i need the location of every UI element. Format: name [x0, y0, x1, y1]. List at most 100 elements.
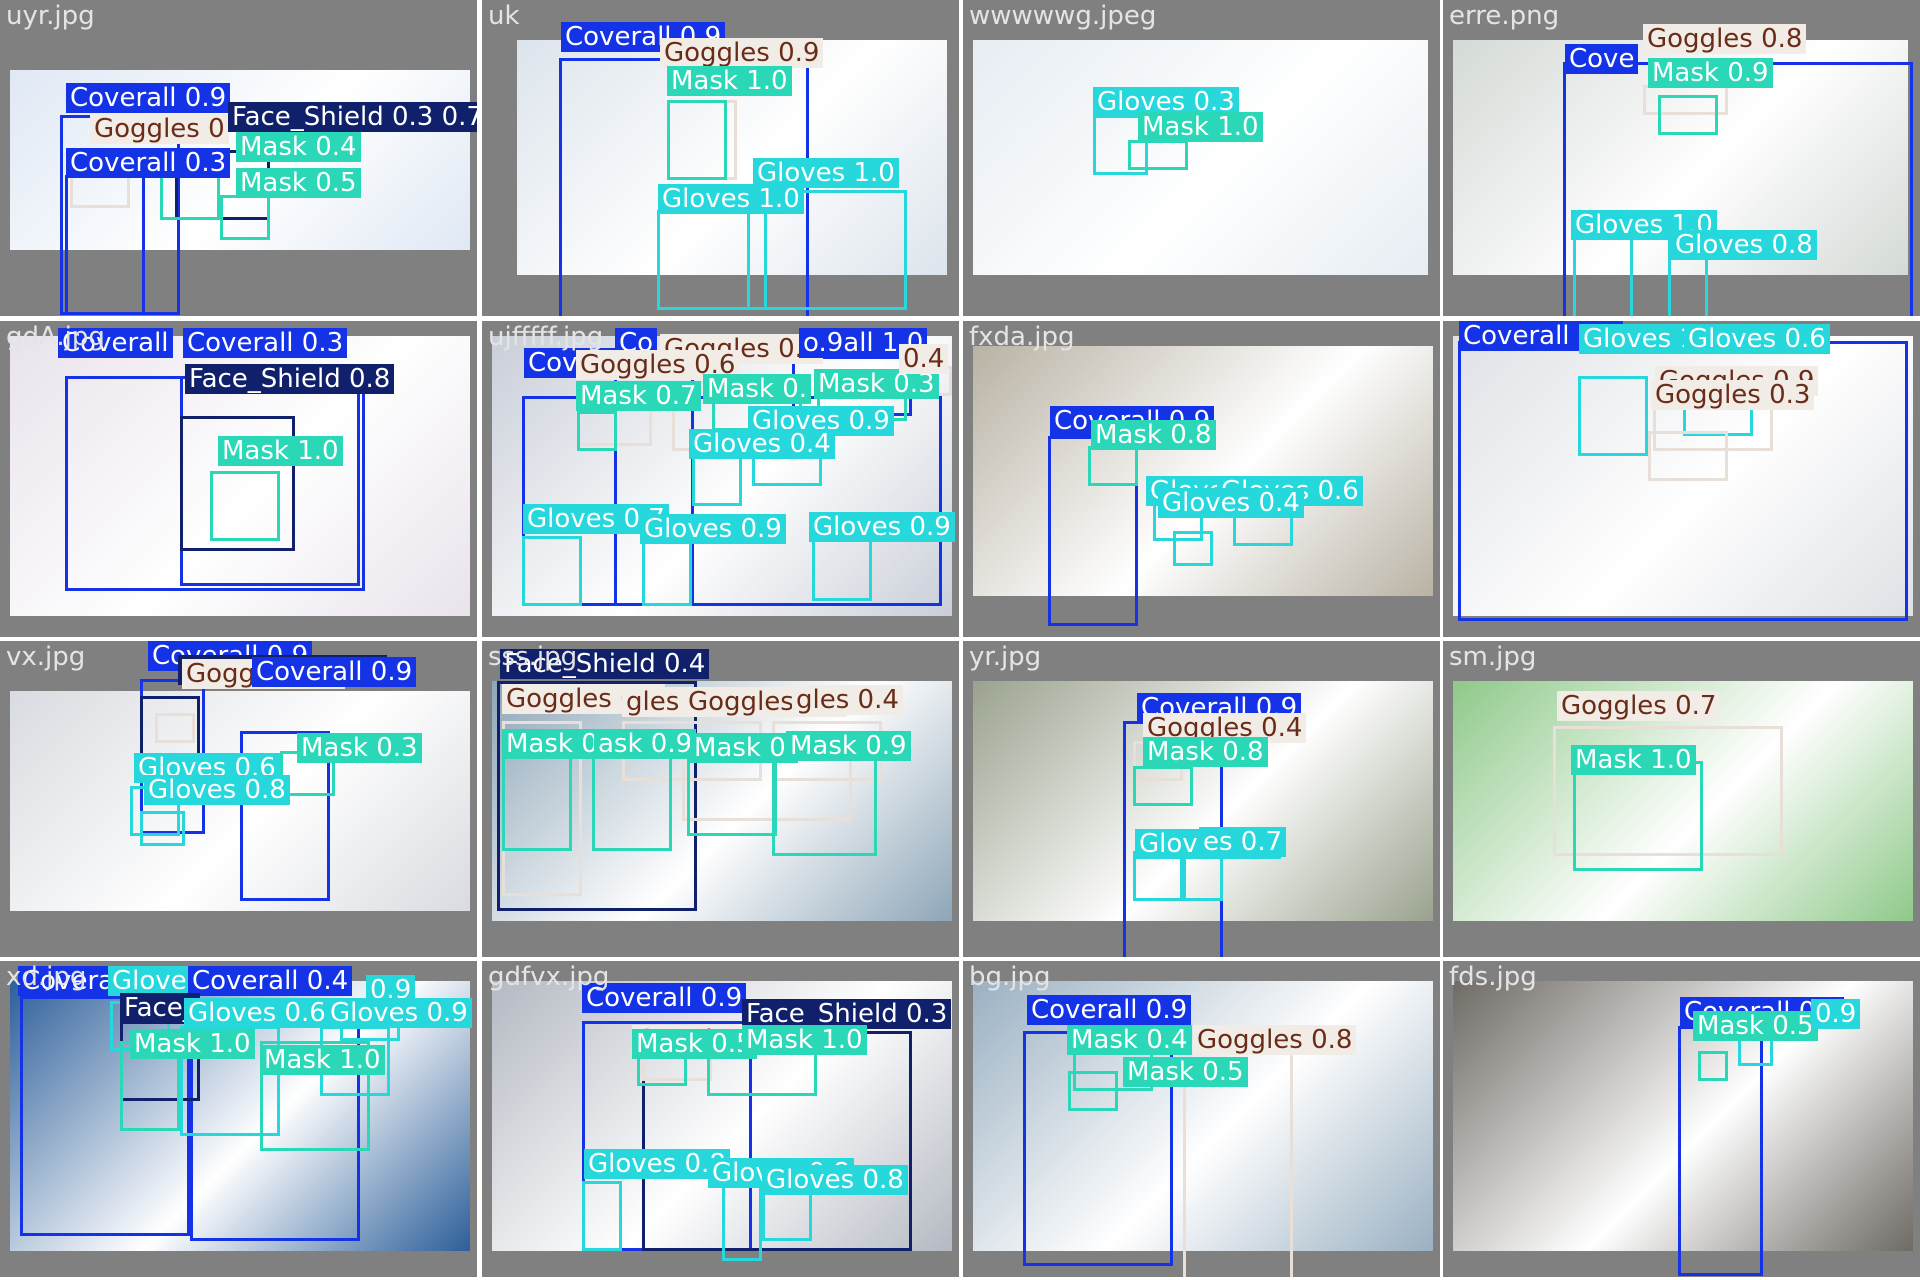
tile-filename: wwwwwg.jpeg	[969, 1, 1157, 31]
detection-label: Mask 0.9	[1648, 58, 1773, 88]
detection-box	[1648, 431, 1728, 481]
detection-label: Coverall 0.4	[188, 966, 353, 996]
detection-box	[667, 100, 727, 180]
result-tile: bg.jpg Coverall 0.9 Mask 0.4 Goggles 0.8 Mas…	[963, 961, 1440, 1277]
detection-box	[1578, 376, 1648, 456]
detection-box	[722, 1181, 762, 1261]
detection-box	[220, 195, 270, 240]
result-tile: sss.jpg Face_Shield 0.4 Goggles 0.7 gles 0.…	[482, 641, 959, 957]
detection-label: Mask 0.8	[1143, 737, 1268, 767]
detection-label: Gloves 0.6	[184, 998, 330, 1028]
detection-label: es 0.7	[1199, 827, 1287, 857]
detection-label: Gloves 0.6	[1684, 324, 1830, 354]
detection-label: Mask 1.0	[218, 436, 343, 466]
detection-label: Goggles 0.7	[1557, 691, 1721, 721]
detection-label: Gloves 1.0	[753, 158, 899, 188]
result-tile: wwwwwg.jpeg Gloves 0.3 Mask 1.0	[963, 0, 1440, 316]
detection-label: Coverall 0.9	[1027, 995, 1192, 1025]
tile-photo	[1453, 681, 1913, 921]
detection-label: Cove	[1565, 44, 1639, 74]
detection-box	[260, 1041, 370, 1151]
detection-label: Gloves 1.0	[658, 184, 804, 214]
detection-label: Mask 0.8	[1091, 420, 1216, 450]
detection-box	[657, 210, 767, 310]
tile-filename: uyr.jpg	[6, 1, 95, 31]
detection-label: Mask 1.0	[742, 1025, 867, 1055]
detection-box	[687, 756, 777, 836]
tile-filename: vx.jpg	[6, 642, 86, 672]
detection-label: Mask 0.5	[1693, 1011, 1818, 1041]
detection-box	[1658, 95, 1718, 135]
tile-filename: sm.jpg	[1449, 642, 1537, 672]
result-tile: yr.jpg Coverall 0.9 Goggles 0.4 Mask 0.8 Glo…	[963, 641, 1440, 957]
detection-box	[155, 713, 195, 743]
tile-filename: erre.png	[1449, 1, 1560, 31]
tile-filename: fxda.jpg	[969, 322, 1075, 352]
detection-label: Mask 1.0	[130, 1029, 255, 1059]
detection-box	[592, 751, 672, 851]
result-tile: Coverall 0.8 Gloves 1.0 Gloves 0.6 Goggles …	[1443, 321, 1920, 637]
detection-box	[210, 471, 280, 541]
detection-label: Mask 0.4	[236, 132, 361, 162]
detection-label: Mask 0.3	[297, 733, 422, 763]
detection-label: Coverall 0.3	[66, 148, 231, 178]
detection-label: 0.9	[1811, 999, 1861, 1029]
detection-box	[180, 416, 295, 551]
detection-label: Gloves 0.8	[762, 1165, 908, 1195]
detection-box	[522, 536, 582, 606]
detection-box	[502, 751, 572, 851]
detection-label: Mask 0.	[690, 733, 799, 763]
detection-label: Face_Shield 0.4	[500, 649, 710, 679]
tile-photo	[973, 40, 1428, 275]
detection-label: Face_Shield 0.3	[742, 999, 952, 1029]
detection-label: Gloves 0.8	[144, 775, 290, 805]
detection-label: Gloves 0.4	[1158, 488, 1304, 518]
detection-label: Coverall 0.3	[183, 328, 348, 358]
detection-label: Mask 0.7	[576, 381, 701, 411]
detection-box	[692, 451, 742, 506]
detection-label: Mask 0.9	[786, 731, 911, 761]
detection-box	[1553, 726, 1783, 856]
tile-filename: xd.jpg	[6, 962, 87, 992]
result-tile: erre.png Cove Goggles 0.8 Mask 0.9 Gloves 1.…	[1443, 0, 1920, 316]
detection-label: gles 0.4	[792, 685, 903, 715]
detection-label: Mask 0.5	[1123, 1057, 1248, 1087]
detection-label: Gloves 0.9	[640, 514, 786, 544]
detection-label: Coverall 0.9	[252, 657, 417, 687]
detection-box	[1133, 766, 1193, 806]
detection-box	[582, 1181, 622, 1251]
detection-box	[747, 190, 907, 310]
detection-label: Goggles 0	[90, 114, 229, 144]
detection-label: Goggles 0.8	[1643, 24, 1807, 54]
detection-label: Mask 0.3	[814, 369, 939, 399]
detection-label: 0.4	[899, 344, 949, 374]
detection-label: Mask 0.4	[1067, 1025, 1192, 1055]
detection-box	[1698, 1051, 1728, 1081]
detection-box	[1128, 140, 1188, 170]
detection-label: Mask 1.0	[667, 66, 792, 96]
detection-label: Coverall 0.9	[66, 83, 231, 113]
result-tile: uyr.jpg Coverall 0.9 Goggles 0 Face_Shield …	[0, 0, 477, 316]
detection-label: Mask 0.	[703, 374, 812, 404]
tile-filename: gdfvx.jpg	[488, 962, 610, 992]
tile-filename: bg.jpg	[969, 962, 1051, 992]
detection-label: Coverall	[58, 328, 173, 358]
result-tile: ujfffff.jpg Covera Co Goggles 0.6 o.9all 1.0…	[482, 321, 959, 637]
detection-box	[642, 536, 692, 606]
tile-filename: yr.jpg	[969, 642, 1042, 672]
detection-label: Face_Shield 0.3 0.7	[228, 102, 477, 132]
detection-label: Goggles 0.3	[1651, 380, 1815, 410]
detection-box	[1173, 531, 1213, 566]
detection-label: Goggles 0.9	[660, 38, 824, 68]
detection-box	[772, 756, 877, 856]
detection-box	[140, 811, 185, 846]
detection-label: Gloves 0.9	[809, 512, 955, 542]
detection-label: Gloves 0.8	[1671, 230, 1817, 260]
detection-label: Mask 1.0	[260, 1045, 385, 1075]
detection-box	[497, 681, 697, 911]
